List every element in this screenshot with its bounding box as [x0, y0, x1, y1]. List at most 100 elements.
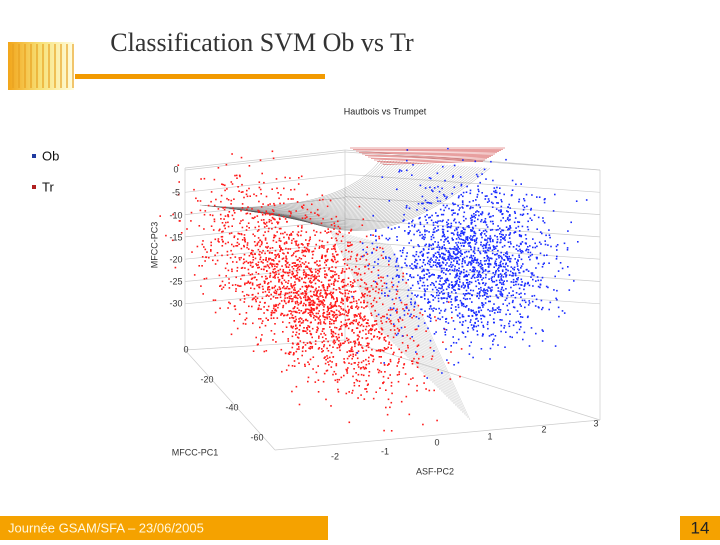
- cloud-tr: [429, 264, 431, 266]
- cloud-ob: [335, 251, 337, 253]
- cloud-tr: [469, 245, 471, 247]
- cloud-ob: [389, 374, 391, 376]
- cloud-tr: [458, 362, 460, 364]
- cloud-ob: [224, 225, 226, 227]
- cloud-ob: [354, 362, 356, 364]
- cloud-tr: [538, 280, 540, 282]
- tick-label: -40: [225, 402, 238, 412]
- cloud-ob: [289, 322, 291, 324]
- cloud-tr: [499, 228, 501, 230]
- cloud-ob: [294, 287, 296, 289]
- cloud-ob: [235, 284, 237, 286]
- cloud-ob: [319, 315, 321, 317]
- cloud-ob: [312, 328, 314, 330]
- cloud-tr: [465, 218, 467, 220]
- cloud-tr: [448, 242, 450, 244]
- cloud-ob: [391, 344, 393, 346]
- cloud-ob: [250, 287, 252, 289]
- cloud-tr: [501, 289, 503, 291]
- cloud-tr: [492, 281, 494, 283]
- cloud-ob: [246, 247, 248, 249]
- cloud-tr: [424, 310, 426, 312]
- cloud-ob: [300, 301, 302, 303]
- cloud-tr: [367, 265, 369, 267]
- cloud-ob: [312, 287, 314, 289]
- cloud-tr: [462, 321, 464, 323]
- cloud-tr: [461, 239, 463, 241]
- cloud-tr: [458, 195, 460, 197]
- cloud-tr: [447, 270, 449, 272]
- cloud-tr: [511, 337, 513, 339]
- cloud-ob: [323, 245, 325, 247]
- cloud-ob: [339, 232, 341, 234]
- cloud-tr: [484, 260, 486, 262]
- cloud-ob: [274, 323, 276, 325]
- cloud-tr: [431, 259, 433, 261]
- cloud-tr: [482, 333, 484, 335]
- cloud-ob: [337, 221, 339, 223]
- cloud-ob: [292, 315, 294, 317]
- cloud-tr: [435, 256, 437, 258]
- cloud-tr: [389, 200, 391, 202]
- cloud-ob: [344, 295, 346, 297]
- cloud-ob: [396, 365, 398, 367]
- cloud-tr: [449, 259, 451, 261]
- cloud-ob: [357, 364, 359, 366]
- cloud-ob: [197, 200, 199, 202]
- cloud-ob: [295, 278, 297, 280]
- cloud-ob: [195, 198, 197, 200]
- axis-label: MFCC-PC3: [149, 222, 159, 269]
- cloud-tr: [416, 231, 418, 233]
- cloud-tr: [478, 298, 480, 300]
- cloud-tr: [476, 330, 478, 332]
- cloud-tr: [439, 275, 441, 277]
- cloud-ob: [334, 222, 336, 224]
- cloud-ob: [310, 278, 312, 280]
- cloud-tr: [492, 253, 494, 255]
- cloud-tr: [491, 334, 493, 336]
- cloud-tr: [443, 253, 445, 255]
- cloud-ob: [406, 304, 408, 306]
- cloud-tr: [528, 249, 530, 251]
- cloud-ob: [202, 240, 204, 242]
- cloud-tr: [424, 277, 426, 279]
- cloud-ob: [296, 293, 298, 295]
- cloud-ob: [310, 291, 312, 293]
- cloud-ob: [403, 367, 405, 369]
- cloud-ob: [344, 271, 346, 273]
- cloud-ob: [313, 291, 315, 293]
- cloud-ob: [200, 210, 202, 212]
- cloud-tr: [437, 221, 439, 223]
- cloud-ob: [432, 356, 434, 358]
- cloud-ob: [258, 229, 260, 231]
- cloud-ob: [298, 346, 300, 348]
- cloud-tr: [418, 246, 420, 248]
- cloud-ob: [304, 295, 306, 297]
- cloud-tr: [417, 275, 419, 277]
- cloud-ob: [288, 300, 290, 302]
- cloud-tr: [388, 227, 390, 229]
- cloud-ob: [317, 270, 319, 272]
- cloud-ob: [333, 323, 335, 325]
- cloud-ob: [250, 253, 252, 255]
- cloud-ob: [267, 310, 269, 312]
- cloud-ob: [265, 325, 267, 327]
- cloud-ob: [387, 414, 389, 416]
- cloud-ob: [309, 249, 311, 251]
- cloud-tr: [503, 280, 505, 282]
- cloud-tr: [486, 252, 488, 254]
- cloud-ob: [268, 231, 270, 233]
- cloud-tr: [432, 191, 434, 193]
- cloud-ob: [350, 256, 352, 258]
- cloud-ob: [300, 235, 302, 237]
- cloud-tr: [495, 272, 497, 274]
- cloud-ob: [327, 306, 329, 308]
- cloud-ob: [327, 318, 329, 320]
- cloud-tr: [480, 289, 482, 291]
- cloud-ob: [261, 173, 263, 175]
- cloud-ob: [298, 333, 300, 335]
- cloud-tr: [418, 256, 420, 258]
- cloud-ob: [285, 281, 287, 283]
- cloud-tr: [443, 328, 445, 330]
- cloud-ob: [279, 286, 281, 288]
